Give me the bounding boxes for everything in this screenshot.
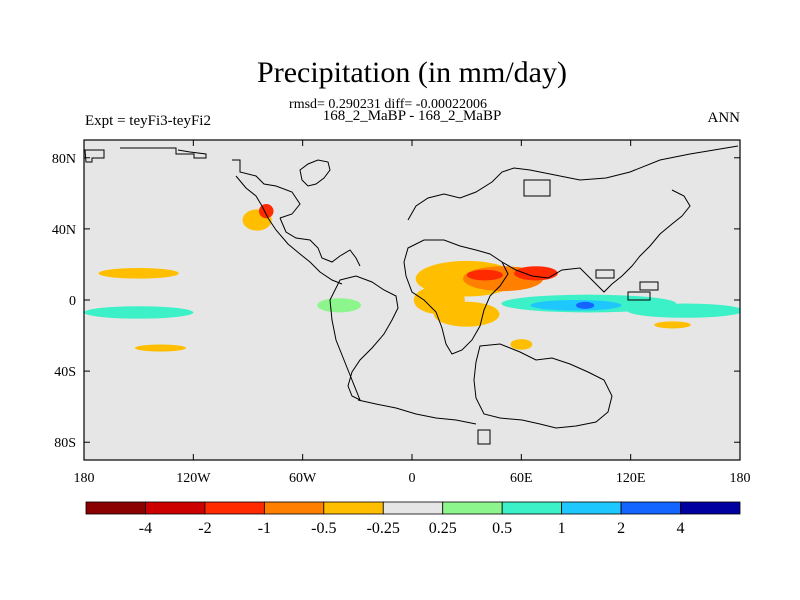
anomaly-patch-17: [510, 339, 533, 350]
coast-arctic-islands: [84, 149, 105, 163]
x-tick-label: 120W: [176, 471, 211, 486]
y-tick-label: 40S: [54, 365, 76, 380]
colorbar-swatch-2: [204, 501, 265, 515]
anomaly-patch-6: [514, 266, 558, 281]
colorbar-swatch-8: [561, 501, 622, 515]
y-tick-label: 40N: [52, 223, 76, 238]
colorbar-swatch-0: [85, 501, 146, 515]
anomaly-patch-11: [576, 301, 595, 309]
season-label: ANN: [708, 110, 741, 126]
x-tick-label: 180: [74, 471, 95, 486]
x-tick-label: 60E: [510, 471, 533, 486]
anomaly-patch-16: [317, 298, 361, 313]
y-axis: 80N 40N 0 40S 80S: [52, 152, 740, 451]
x-tick-label: 0: [409, 471, 416, 486]
coast-europe: [407, 145, 739, 221]
colorbar-label: -2: [198, 520, 211, 537]
coast-south-america: [329, 275, 399, 402]
coast-antarctic-margin: [357, 399, 477, 425]
colorbar-label: 1: [558, 520, 566, 537]
anomaly-patch-0: [98, 268, 179, 279]
coast-maritime: [595, 269, 659, 301]
colorbar-label: 0.25: [429, 520, 457, 537]
colorbar-swatch-9: [620, 501, 681, 515]
anomaly-layer: [84, 204, 740, 352]
anomaly-patch-2: [135, 344, 187, 352]
colorbar-label: 4: [677, 520, 685, 537]
x-tick-label: 60W: [289, 471, 317, 486]
experiment-label: Expt = teyFi3-teyFi2: [85, 113, 211, 129]
anomaly-patch-15: [258, 204, 274, 219]
coastlines: [84, 145, 739, 445]
coast-greenland: [299, 159, 331, 187]
colorbar-label: -1: [258, 520, 271, 537]
colorbar-swatch-3: [263, 501, 325, 515]
colorbar: -4 -2 -1 -0.5 -0.25 0.25 0.5 1 2 4: [85, 501, 741, 537]
chart-subtitle: 168_2_MaBP - 168_2_MaBP: [323, 108, 502, 124]
coast-north-america-north: [120, 147, 207, 159]
colorbar-label: 0.5: [492, 520, 512, 537]
y-tick-label: 80S: [54, 436, 76, 451]
x-axis: 180 120W 60W 0 60E 120E 180: [74, 140, 751, 486]
x-tick-label: 180: [730, 471, 751, 486]
colorbar-label: -4: [139, 520, 152, 537]
colorbar-label: -0.25: [367, 520, 400, 537]
colorbar-swatch-1: [145, 501, 206, 515]
anomaly-patch-8: [433, 301, 500, 327]
colorbar-swatch-10: [680, 501, 741, 515]
anomaly-patch-13: [654, 321, 691, 329]
colorbar-label: -0.5: [311, 520, 336, 537]
colorbar-label: 2: [617, 520, 625, 537]
x-tick-label: 120E: [616, 471, 646, 486]
chart-title: Precipitation (in mm/day): [257, 56, 567, 89]
coast-tasmania: [477, 429, 491, 445]
coast-arabia-india: [501, 189, 691, 293]
coast-north-america-east: [279, 217, 361, 267]
coast-caspian: [523, 179, 551, 197]
colorbar-swatch-6: [442, 501, 503, 515]
coast-canada-east: [232, 159, 301, 219]
colorbar-swatch-5: [382, 501, 444, 515]
y-tick-label: 80N: [52, 152, 76, 167]
coast-north-america-west: [235, 175, 343, 285]
colorbar-swatch-7: [501, 501, 563, 515]
coast-africa: [403, 239, 509, 355]
y-tick-label: 0: [69, 294, 76, 309]
colorbar-swatch-4: [323, 501, 384, 515]
anomaly-patch-12: [627, 303, 740, 318]
anomaly-patch-1: [84, 306, 194, 319]
coast-australia: [473, 343, 613, 429]
stats-line: rmsd= 0.290231 diff= -0.00022006: [289, 97, 487, 112]
anomaly-patch-5: [466, 269, 504, 281]
